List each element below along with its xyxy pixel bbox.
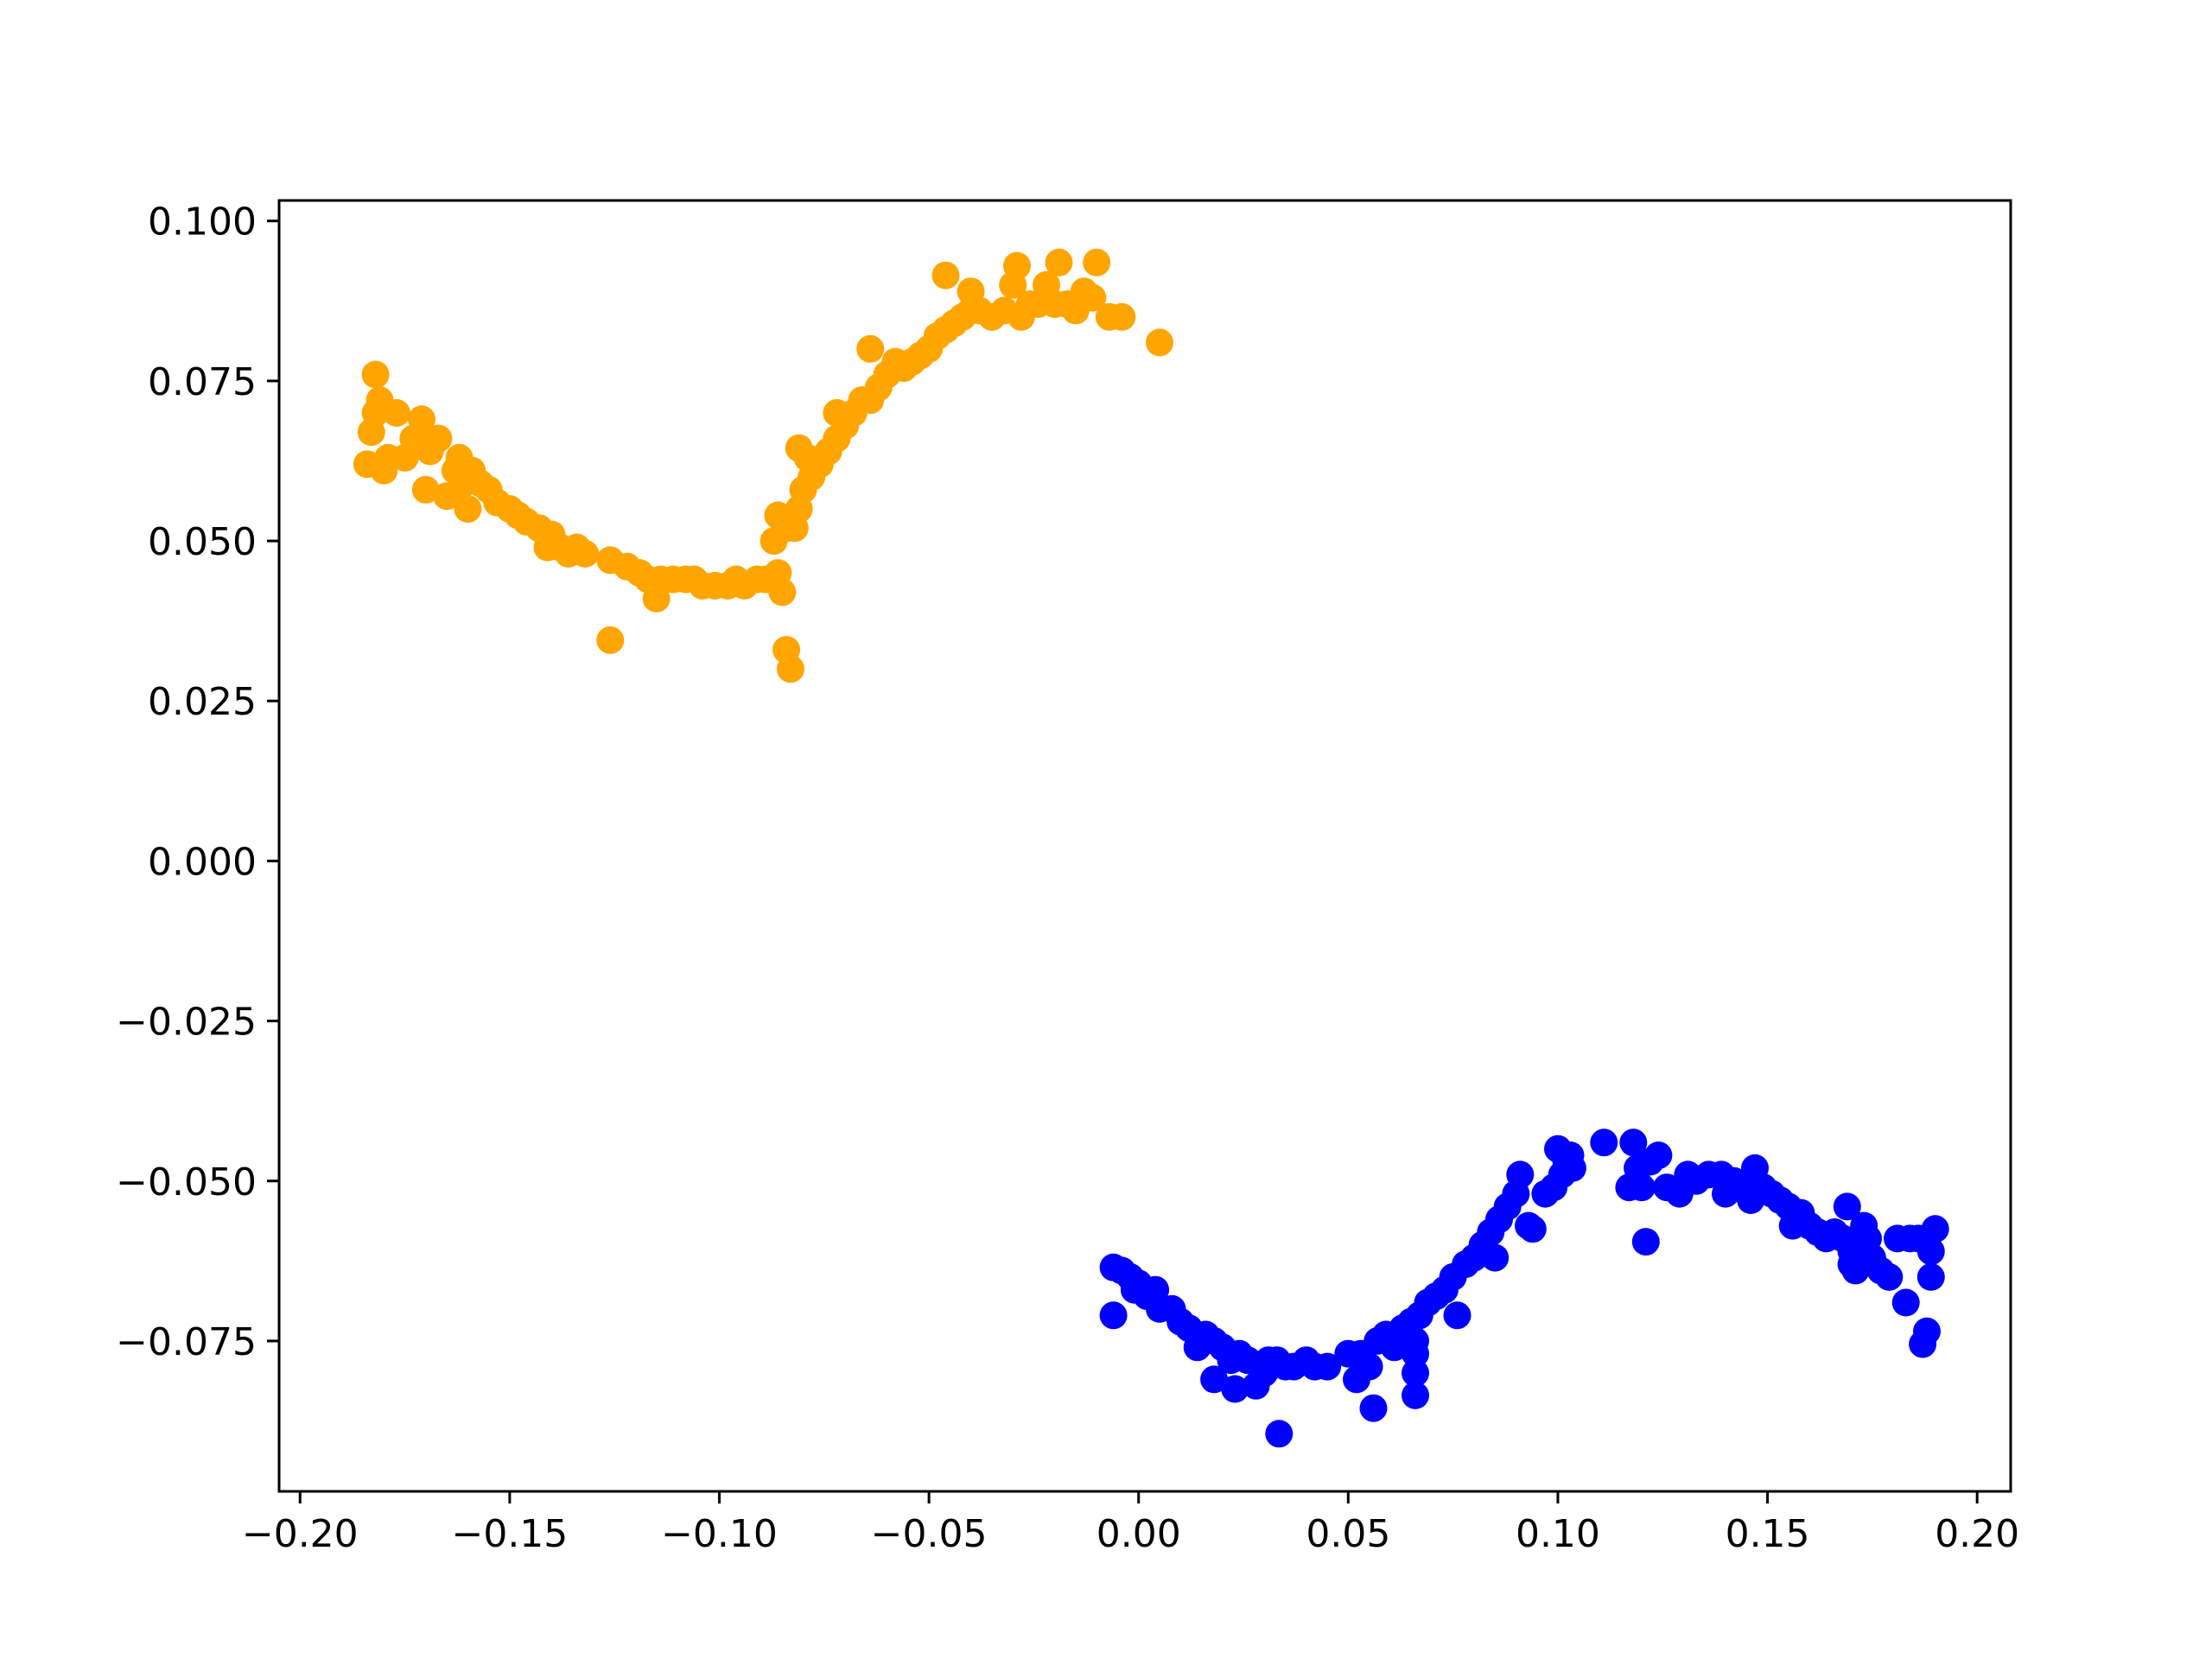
x-tick-label: −0.05 bbox=[871, 1512, 988, 1556]
x-tick-label: 0.05 bbox=[1306, 1512, 1390, 1556]
data-point bbox=[1921, 1215, 1949, 1243]
y-tick-label: 0.000 bbox=[148, 840, 257, 884]
data-point bbox=[1833, 1192, 1861, 1221]
data-point bbox=[1443, 1301, 1471, 1330]
y-tick-label: 0.050 bbox=[148, 520, 257, 564]
x-tick-label: 0.20 bbox=[1935, 1512, 2019, 1556]
data-point bbox=[931, 261, 960, 289]
series-1 bbox=[1099, 1128, 1949, 1448]
data-point bbox=[1003, 251, 1031, 280]
data-point bbox=[1402, 1381, 1429, 1409]
data-point bbox=[793, 443, 822, 472]
data-point bbox=[1891, 1288, 1920, 1317]
data-point bbox=[1619, 1128, 1648, 1157]
y-tick-label: −0.025 bbox=[116, 1001, 257, 1045]
data-point bbox=[1078, 283, 1107, 312]
y-tick-label: 0.025 bbox=[148, 680, 257, 724]
data-point bbox=[1644, 1141, 1673, 1170]
plot-frame bbox=[277, 199, 2012, 1493]
data-point bbox=[1402, 1339, 1429, 1368]
x-tick-label: −0.10 bbox=[661, 1512, 778, 1556]
data-point bbox=[411, 475, 440, 504]
data-point bbox=[1200, 1365, 1229, 1394]
data-point bbox=[382, 398, 410, 427]
y-axis: 0.100 0.075 0.050 0.025 0.000 −0.025 −0.050 −0.… bbox=[116, 200, 279, 1364]
data-point bbox=[1402, 1359, 1429, 1387]
data-point bbox=[1045, 248, 1073, 276]
y-tick-label: −0.050 bbox=[116, 1160, 257, 1205]
data-point bbox=[1355, 1352, 1383, 1381]
data-point bbox=[1518, 1215, 1547, 1243]
y-tick-label: 0.100 bbox=[148, 200, 257, 245]
data-point bbox=[777, 655, 804, 683]
data-point bbox=[1481, 1243, 1510, 1272]
data-point bbox=[768, 578, 797, 607]
data-point bbox=[408, 405, 435, 434]
data-point bbox=[424, 424, 453, 453]
data-point bbox=[1916, 1237, 1945, 1266]
x-axis: −0.20 −0.15 −0.10 −0.05 0.00 0.05 0.10 0.15 0.20 bbox=[242, 1491, 2019, 1556]
data-point bbox=[1099, 1301, 1128, 1330]
y-tick-label: 0.075 bbox=[148, 360, 257, 404]
data-point bbox=[1916, 1262, 1945, 1291]
data-point bbox=[1265, 1420, 1294, 1448]
x-tick-label: −0.15 bbox=[451, 1512, 568, 1556]
data-point bbox=[1875, 1262, 1904, 1291]
data-point bbox=[1146, 328, 1173, 357]
data-point bbox=[1590, 1128, 1618, 1157]
data-point bbox=[361, 360, 390, 389]
data-points bbox=[353, 248, 1949, 1448]
data-point bbox=[1083, 248, 1111, 276]
data-point bbox=[1506, 1160, 1535, 1189]
data-point bbox=[856, 334, 885, 363]
data-point bbox=[1558, 1154, 1586, 1182]
data-point bbox=[1108, 302, 1136, 331]
y-tick-label: −0.075 bbox=[116, 1320, 257, 1364]
data-point bbox=[1628, 1173, 1656, 1202]
data-point bbox=[454, 495, 482, 523]
data-point bbox=[1313, 1352, 1342, 1381]
data-point bbox=[1359, 1394, 1388, 1422]
data-point bbox=[1631, 1228, 1660, 1256]
data-point bbox=[571, 539, 600, 568]
series-0 bbox=[353, 248, 1173, 683]
x-tick-label: 0.10 bbox=[1516, 1512, 1600, 1556]
data-point bbox=[596, 626, 625, 654]
x-tick-label: −0.20 bbox=[242, 1512, 359, 1556]
x-tick-label: 0.00 bbox=[1096, 1512, 1181, 1556]
x-tick-label: 0.15 bbox=[1726, 1512, 1810, 1556]
data-point bbox=[1221, 1375, 1249, 1403]
data-point bbox=[1913, 1317, 1941, 1345]
